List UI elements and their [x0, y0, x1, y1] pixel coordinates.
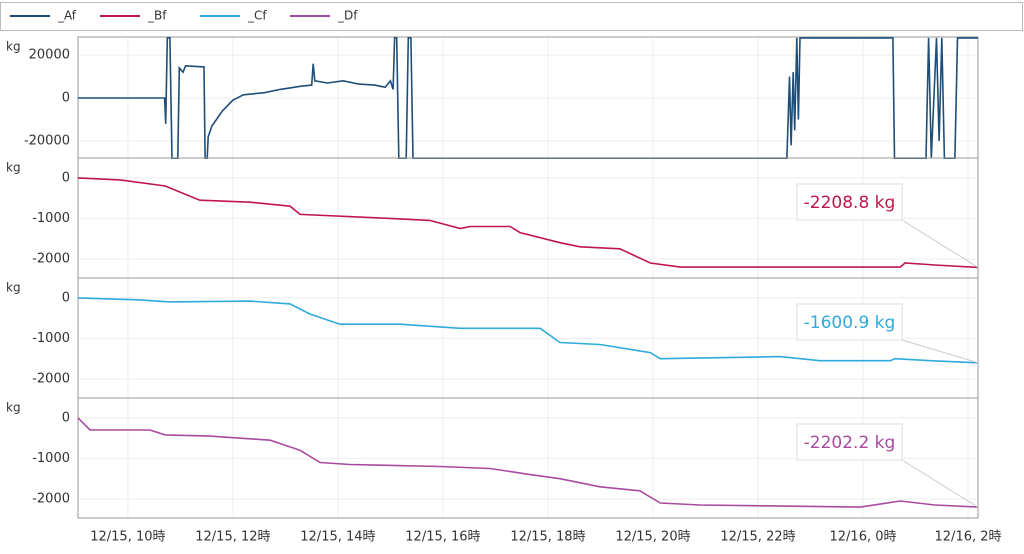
series-line — [77, 177, 979, 269]
leader-line — [901, 219, 979, 268]
value-label: -1600.9 kg — [804, 313, 896, 333]
y-tick-label: 0 — [62, 91, 70, 106]
annotation-box — [796, 423, 903, 461]
y-tick-label: 0 — [62, 410, 70, 425]
y-tick-label: -2000 — [32, 491, 70, 506]
y-tick-label: 20000 — [29, 48, 70, 63]
y-tick-label: -2000 — [32, 371, 70, 386]
y-axis-label: kg — [6, 161, 21, 175]
x-tick-label: 12/15, 10時 — [90, 530, 165, 545]
x-tick-label: 12/15, 18時 — [510, 530, 585, 545]
annotation-box — [796, 303, 903, 341]
y-tick-label: -1000 — [32, 211, 70, 226]
x-tick-label: 12/15, 20時 — [615, 530, 690, 545]
panel-frame — [77, 397, 979, 519]
legend-label: _Df — [337, 9, 358, 23]
y-axis-label: kg — [6, 281, 21, 295]
series-line — [77, 417, 979, 508]
leader-line — [901, 459, 979, 508]
y-tick-label: -2000 — [32, 251, 70, 266]
x-tick-label: 12/16, 2時 — [935, 530, 1002, 545]
value-label: -2208.8 kg — [804, 193, 896, 213]
legend-box — [0, 2, 1023, 31]
x-tick-label: 12/15, 14時 — [300, 530, 375, 545]
legend-label: _Cf — [247, 9, 267, 23]
y-tick-label: 0 — [62, 170, 70, 185]
x-tick-label: 12/16, 0時 — [830, 530, 897, 545]
annotation-box — [796, 183, 903, 221]
y-tick-label: 0 — [62, 290, 70, 305]
y-axis-label: kg — [6, 40, 21, 54]
value-label: -2202.2 kg — [804, 433, 896, 453]
legend-label: _Bf — [147, 9, 167, 23]
leader-line — [901, 339, 979, 364]
legend-label: _Af — [57, 9, 77, 23]
y-tick-label: -1000 — [32, 451, 70, 466]
y-tick-label: -1000 — [32, 331, 70, 346]
series-line — [77, 297, 979, 364]
x-tick-label: 12/15, 22時 — [720, 530, 795, 545]
x-tick-label: 12/15, 12時 — [195, 530, 270, 545]
y-tick-label: -20000 — [24, 134, 70, 149]
y-axis-label: kg — [6, 401, 21, 415]
x-tick-label: 12/15, 16時 — [405, 530, 480, 545]
